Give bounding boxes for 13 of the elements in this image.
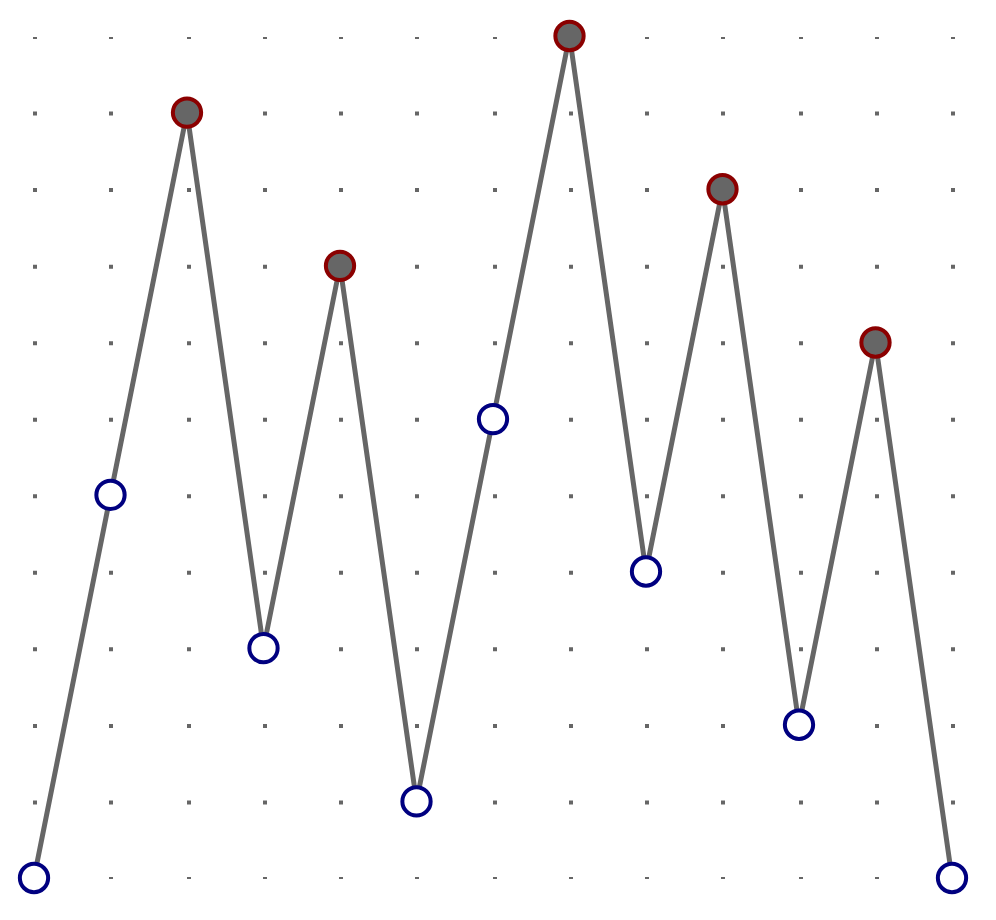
point [859, 326, 892, 359]
point [629, 555, 663, 588]
point [170, 96, 204, 129]
point [323, 249, 357, 282]
point [94, 478, 127, 511]
point [400, 785, 433, 818]
point [476, 403, 510, 436]
point [935, 861, 969, 895]
point [706, 173, 739, 206]
point [247, 632, 280, 665]
point [553, 19, 586, 53]
point [17, 861, 51, 895]
point [782, 708, 816, 741]
